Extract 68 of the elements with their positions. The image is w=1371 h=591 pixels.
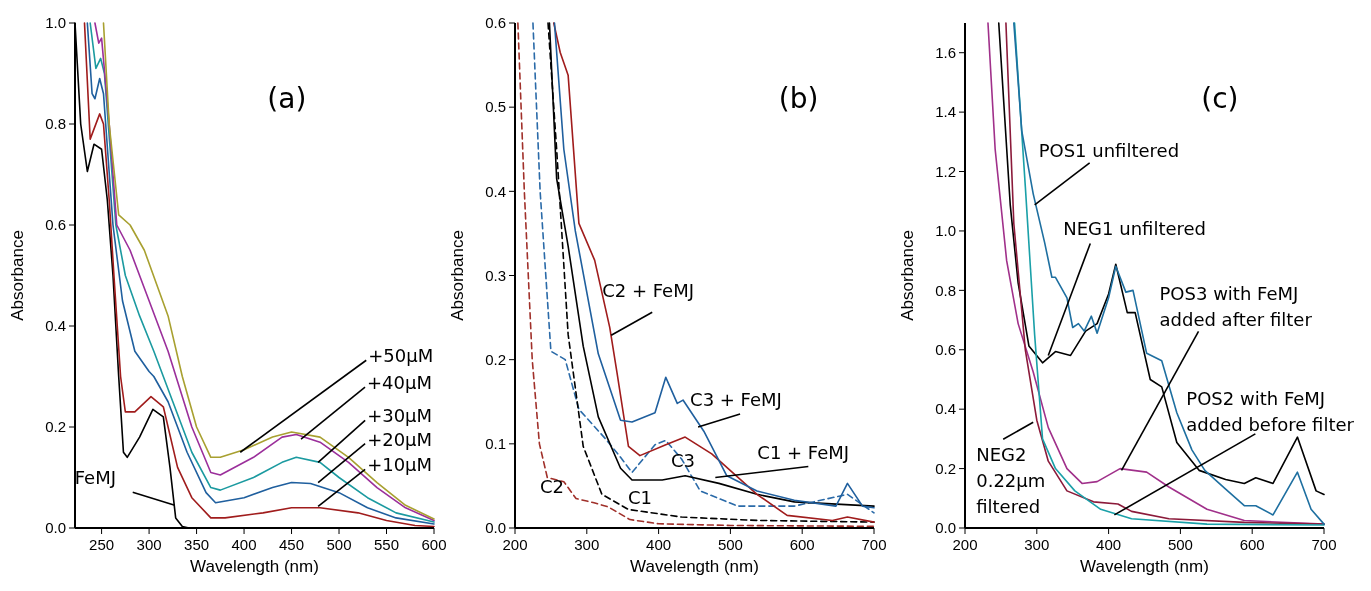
text: (c) [1201,82,1239,115]
x-tick-label: 400 [231,536,257,553]
annotation: C3 + FeMJ [690,389,782,410]
x-tick-label: 450 [279,536,305,553]
y-tick-label: 0.5 [485,98,506,116]
annotation: POS2 with FeMJ added before filter [1186,387,1355,435]
y-tick-label: 0.6 [485,14,506,32]
x-axis-title: Wavelength (nm) [630,557,759,576]
y-tick-label: 1.4 [935,103,956,121]
y-axis-title: Absorbance [8,230,27,321]
y-axis-title: Absorbance [448,230,467,321]
x-tick-label: 550 [374,536,400,553]
y-tick-label: 0.2 [45,418,66,436]
y-tick-label: 1.0 [45,14,66,32]
x-axis-title: Wavelength (nm) [1080,557,1209,576]
y-tick-label: 0.3 [485,266,506,284]
x-tick-label: 300 [136,536,162,553]
annotation: +30µM [367,405,433,427]
x-tick-label: 600 [789,536,815,553]
text: (b) [778,82,819,115]
y-tick-label: 0.6 [935,341,956,359]
x-tick-label: 500 [1167,536,1193,553]
y-tick-label: 0.4 [485,182,506,200]
y-axis-title: Absorbance [898,230,917,321]
annotation: FeMJ [74,467,117,489]
x-tick-label: 300 [1024,536,1050,553]
x-tick-label: 250 [89,536,115,553]
y-tick-label: 0.0 [935,519,956,537]
annotation: +10µM [367,454,433,476]
x-tick-label: 600 [421,536,447,553]
x-tick-label: 500 [717,536,743,553]
x-tick-label: 400 [646,536,672,553]
y-tick-label: 0.0 [45,519,66,537]
y-tick-label: 0.0 [485,519,506,537]
x-tick-label: 400 [1096,536,1122,553]
annotation: +50µM [368,345,434,367]
x-tick-label: 700 [861,536,887,553]
annotation: C1 + FeMJ [757,441,850,463]
y-tick-label: 1.0 [935,222,956,240]
y-tick-label: 0.4 [935,400,956,418]
text: (a) [267,82,307,115]
annotation: +40µM [367,372,433,394]
y-tick-label: 1.2 [935,162,956,180]
annotation: C2 [539,476,565,497]
annotation: POS3 with FeMJ added after filter [1159,283,1313,331]
annotation: C2 + FeMJ [602,280,695,302]
annotation: +20µM [367,428,433,450]
y-tick-label: 0.1 [485,435,506,453]
x-tick-label: 700 [1311,536,1337,553]
x-tick-label: 500 [326,536,352,553]
x-tick-label: 600 [1239,536,1265,553]
x-tick-label: 200 [952,536,978,553]
x-tick-label: 300 [574,536,600,553]
y-tick-label: 0.6 [45,216,66,234]
annotation: NEG1 unfiltered [1063,218,1207,240]
y-tick-label: 0.2 [485,350,506,368]
x-axis-title: Wavelength (nm) [190,557,319,576]
annotation: NEG2 0.22µm filtered [976,444,1046,518]
y-tick-label: 0.4 [45,317,66,335]
annotation: POS1 unfiltered [1038,139,1180,161]
x-tick-label: 350 [184,536,210,553]
annotation: C3 [671,449,696,471]
annotation: C1 [627,487,653,508]
y-tick-label: 0.8 [935,281,956,299]
x-tick-label: 200 [502,536,528,553]
y-tick-label: 1.6 [935,43,956,61]
y-tick-label: 0.2 [935,459,956,477]
y-tick-label: 0.8 [45,115,66,133]
